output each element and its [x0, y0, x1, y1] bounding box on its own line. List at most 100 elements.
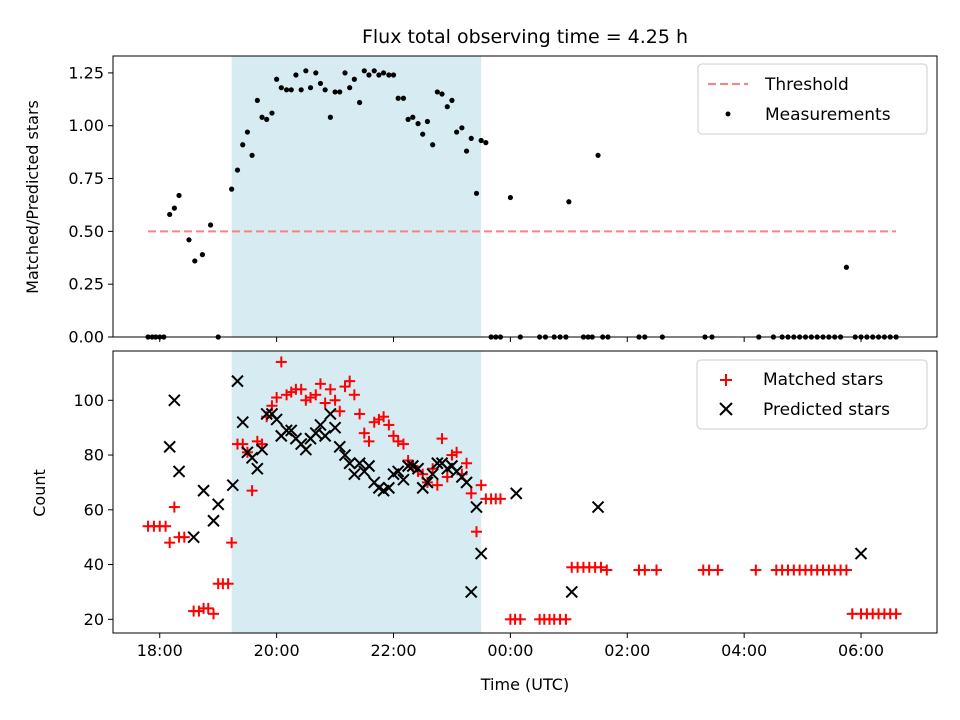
matched-star-point	[310, 389, 322, 401]
legend-matched-swatch	[720, 374, 732, 386]
measurement-point	[424, 118, 431, 125]
top-y-tick-label: 0.00	[68, 328, 104, 347]
matched-star-point	[295, 383, 307, 395]
matched-star-point	[431, 479, 443, 491]
measurement-point	[303, 68, 309, 74]
predicted-star-point	[348, 467, 361, 481]
bottom-y-ticks: 20 40 60 80 100	[73, 391, 113, 629]
matched-star-point	[712, 564, 724, 576]
measurement-point	[376, 72, 382, 78]
bottom-legend: Matched stars Predicted stars	[696, 359, 928, 430]
legend-threshold-label: Threshold	[764, 75, 849, 95]
top-y-ticks: 0.00 0.25 0.50 0.75 1.00 1.25	[68, 63, 113, 347]
measurement-point	[361, 68, 367, 74]
top-panel: 0.00 0.25 0.50 0.75 1.00 1.25 Flux total obse…	[23, 26, 938, 347]
measurement-point	[207, 222, 214, 228]
measurement-point	[171, 205, 177, 211]
predicted-star-point	[426, 467, 439, 481]
matched-star-point	[451, 446, 463, 458]
measurement-point	[186, 237, 192, 243]
predicted-star-point	[854, 547, 868, 560]
bottom-y-label: Count	[30, 469, 49, 517]
measurement-point	[278, 85, 284, 91]
predicted-star-point	[260, 407, 273, 421]
predicted-star-point	[226, 478, 240, 492]
bottom-legend-frame	[696, 359, 928, 430]
x-tick-label: 00:00	[487, 641, 533, 660]
measurement-point	[234, 167, 241, 173]
matched-star-point	[601, 564, 613, 576]
predicted-star-point	[255, 443, 269, 456]
predicted-star-point	[382, 481, 396, 495]
predicted-star-point	[314, 418, 327, 432]
bottom-y-tick-label: 40	[84, 555, 104, 574]
matched-star-point	[890, 608, 902, 620]
x-tick-label: 06:00	[838, 641, 884, 660]
predicted-star-point	[460, 476, 473, 489]
bottom-y-tick-label: 80	[84, 446, 104, 465]
matched-star-point	[319, 397, 331, 409]
measurement-point	[400, 95, 407, 101]
measurement-point	[410, 114, 416, 120]
matched-star-point	[465, 487, 477, 499]
top-y-tick-label: 1.00	[68, 116, 104, 135]
measurement-point	[192, 258, 198, 264]
matched-star-point	[226, 537, 238, 549]
matched-star-point	[160, 520, 172, 532]
measurement-point	[463, 148, 470, 154]
measurement-point	[430, 142, 436, 148]
matched-star-point	[348, 389, 360, 401]
measurement-point	[313, 70, 319, 76]
predicted-star-point	[187, 530, 200, 544]
legend-predicted-label: Predicted stars	[763, 400, 890, 420]
predicted-star-point	[343, 457, 356, 470]
measurement-point	[274, 76, 280, 82]
matched-star-point	[246, 485, 258, 497]
predicted-star-point	[309, 426, 322, 440]
top-legend-frame	[697, 63, 928, 135]
measurement-point	[317, 80, 324, 87]
measurement-point	[454, 129, 460, 135]
matched-star-point	[397, 438, 409, 450]
measurement-point	[351, 76, 357, 82]
measurement-point	[371, 68, 377, 74]
measurement-point	[366, 72, 372, 78]
measurement-point	[386, 72, 392, 78]
predicted-star-point	[401, 459, 415, 473]
predicted-star-point	[324, 407, 337, 421]
predicted-star-point	[474, 547, 488, 560]
x-tick-label: 18:00	[137, 641, 183, 660]
measurement-point	[595, 152, 601, 158]
predicted-star-point	[207, 514, 220, 527]
matched-star-point	[354, 408, 366, 420]
predicted-star-point	[465, 585, 478, 599]
predicted-star-point	[333, 440, 346, 454]
measurement-point	[288, 87, 294, 93]
predicted-star-point	[251, 462, 264, 475]
measurement-point	[240, 142, 246, 148]
predicted-star-point	[231, 374, 244, 388]
measurement-point	[449, 97, 455, 103]
matched-star-point	[639, 564, 651, 576]
matched-star-point	[461, 457, 473, 469]
matched-star-point	[514, 613, 526, 625]
predicted-star-point	[172, 465, 186, 478]
x-tick-label: 22:00	[370, 641, 416, 660]
matched-star-point	[344, 375, 356, 387]
measurement-point	[380, 70, 387, 76]
predicted-star-point	[391, 465, 405, 478]
predicted-star-point	[591, 500, 605, 514]
measurement-point	[843, 264, 850, 270]
matched-star-point	[436, 433, 448, 445]
matched-star-point	[275, 356, 287, 368]
legend-measurements-label: Measurements	[765, 105, 891, 125]
measurement-point	[483, 140, 489, 146]
measurement-point	[293, 72, 299, 78]
measurement-point	[439, 91, 445, 97]
measurement-point	[342, 70, 348, 76]
measurement-point	[390, 72, 397, 78]
matched-star-point	[750, 564, 762, 576]
measurement-point	[259, 114, 265, 120]
predicted-star-point	[318, 429, 332, 443]
